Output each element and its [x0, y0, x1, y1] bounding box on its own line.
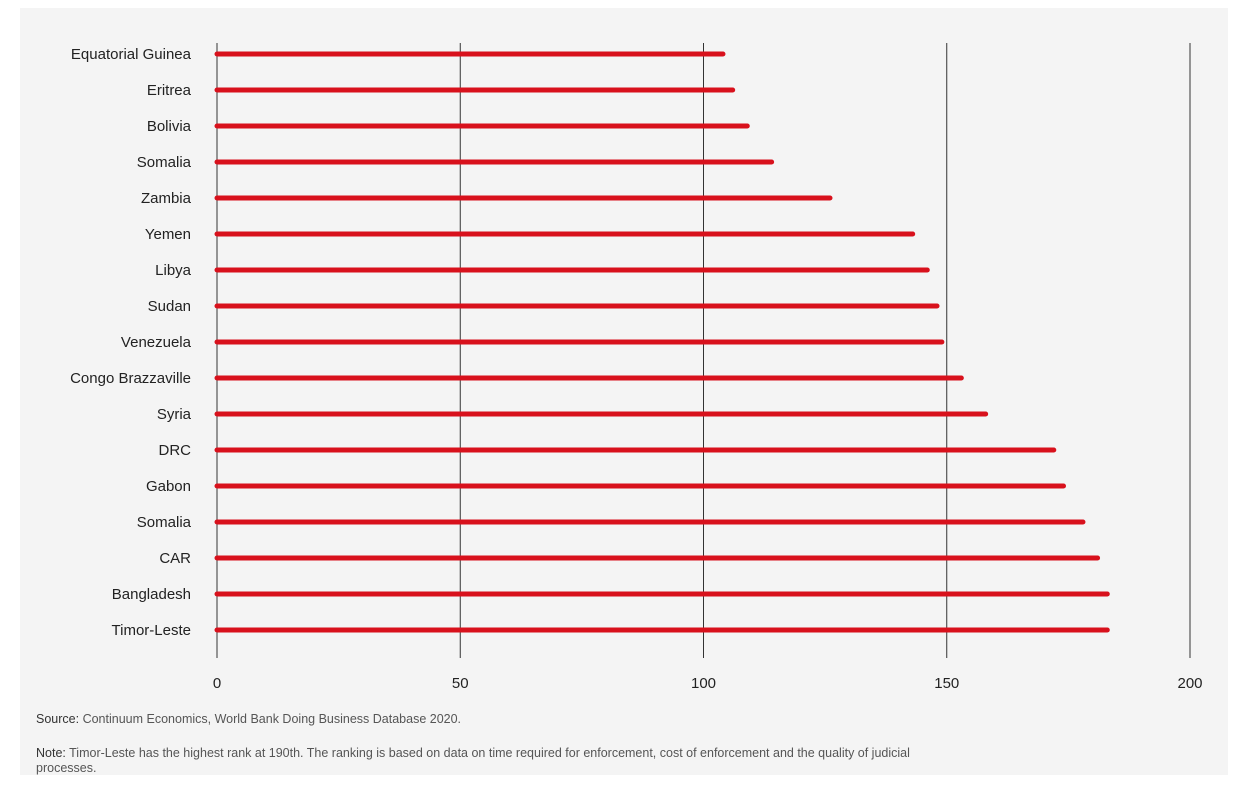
category-label: Bangladesh	[112, 586, 191, 603]
category-label: CAR	[159, 550, 191, 567]
category-label: Timor-Leste	[112, 622, 191, 639]
category-label: Equatorial Guinea	[71, 46, 192, 63]
source-footnote: Source: Continuum Economics, World Bank …	[36, 712, 461, 727]
source-label: Source:	[36, 712, 80, 726]
x-tick-label: 100	[691, 675, 716, 692]
bar-chart: Equatorial Guinea Eritrea Bolivia Somalia Za…	[70, 43, 1203, 692]
category-label: Sudan	[148, 298, 191, 315]
bars	[214, 51, 1110, 633]
x-tick-label: 0	[213, 675, 221, 692]
category-label: Syria	[157, 406, 192, 423]
chart-panel: Equatorial Guinea Eritrea Bolivia Somalia Za…	[20, 8, 1228, 775]
grid-lines	[216, 43, 1191, 658]
note-footnote: Note: Timor-Leste has the highest rank a…	[36, 746, 936, 776]
category-label: DRC	[159, 442, 192, 459]
x-tick-label: 200	[1177, 675, 1202, 692]
category-label: Gabon	[146, 478, 191, 495]
x-tick-labels: 0 50 100 150 200	[213, 675, 1203, 692]
x-tick-label: 150	[934, 675, 959, 692]
category-label: Eritrea	[147, 82, 192, 99]
x-tick-label: 50	[452, 675, 469, 692]
note-label: Note:	[36, 746, 66, 760]
category-label: Yemen	[145, 226, 191, 243]
category-label: Somalia	[137, 154, 192, 171]
note-text: Timor-Leste has the highest rank at 190t…	[36, 746, 910, 775]
category-label: Libya	[155, 262, 192, 279]
category-label: Zambia	[141, 190, 192, 207]
category-label: Somalia	[137, 514, 192, 531]
source-text: Continuum Economics, World Bank Doing Bu…	[82, 712, 462, 726]
category-labels: Equatorial Guinea Eritrea Bolivia Somalia Za…	[70, 46, 192, 639]
category-label: Bolivia	[147, 118, 192, 135]
category-label: Venezuela	[121, 334, 192, 351]
category-label: Congo Brazzaville	[70, 370, 191, 387]
